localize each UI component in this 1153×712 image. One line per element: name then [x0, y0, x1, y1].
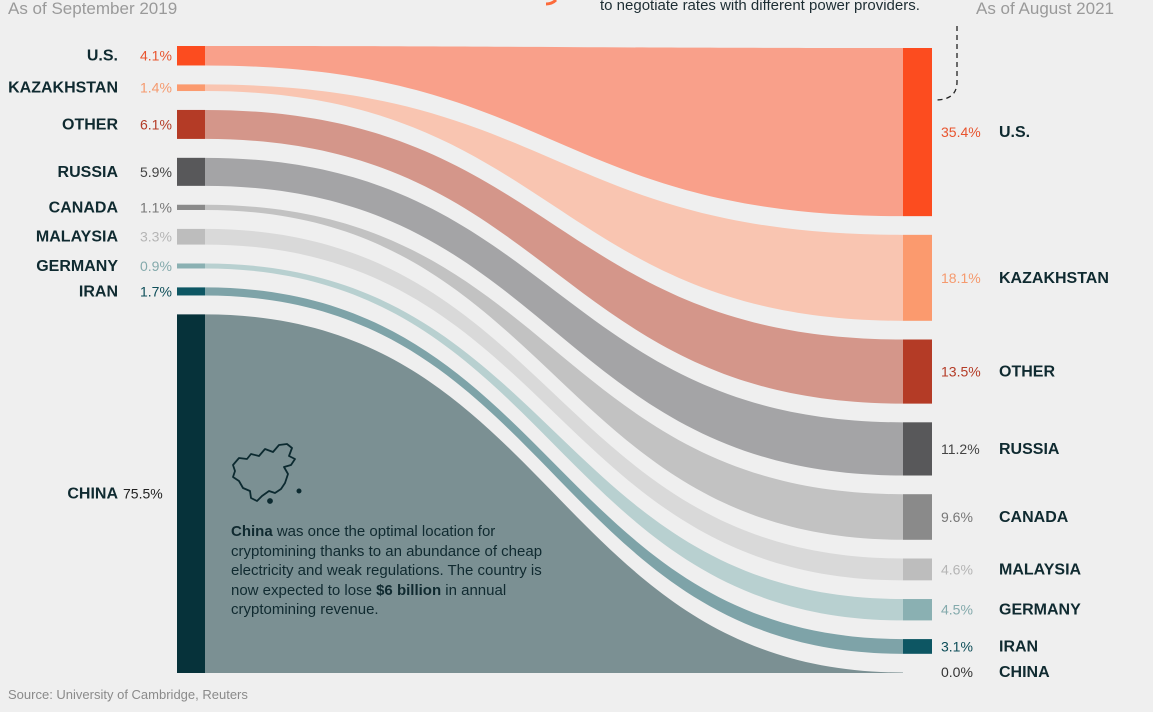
right-label-iran: IRAN: [999, 638, 1038, 655]
source-note: Source: University of Cambridge, Reuters: [8, 687, 248, 702]
annotation-leader-line: [934, 26, 958, 101]
right-bar-russia: [903, 422, 932, 476]
right-value-germany: 4.5%: [941, 602, 973, 618]
left-value-russia: 5.9%: [140, 164, 172, 180]
note-text-2: in annual cryptomining revenue.: [231, 581, 507, 619]
flow-germany: [205, 263, 903, 621]
left-bar-germany: [177, 263, 205, 269]
left-value-iran: 1.7%: [140, 283, 172, 299]
right-label-other: OTHER: [999, 364, 1055, 381]
right-bar-iran: [903, 639, 932, 654]
left-value-malaysia: 3.3%: [140, 229, 172, 245]
left-value-canada: 1.1%: [140, 199, 172, 215]
right-value-other: 13.5%: [941, 364, 981, 380]
flow-canada: [205, 204, 903, 540]
annotation-arrow-fragment: [545, 0, 558, 6]
left-label-germany: GERMANY: [36, 258, 118, 275]
right-label-canada: CANADA: [999, 509, 1069, 526]
note-bold-amount: $6 billion: [376, 581, 442, 599]
left-value-china: 75.5%: [123, 486, 163, 502]
right-label-us: U.S.: [999, 124, 1030, 141]
right-bar-other: [903, 339, 932, 404]
right-value-iran: 3.1%: [941, 638, 973, 654]
left-date-label: As of September 2019: [8, 0, 178, 18]
right-label-china: CHINA: [999, 664, 1050, 681]
right-value-us: 35.4%: [941, 124, 981, 140]
note-text-1: was once the optimal location for crypto…: [231, 523, 543, 599]
right-bar-us: [903, 48, 932, 217]
flow-other: [205, 109, 903, 404]
flow-iran: [205, 287, 903, 654]
right-label-kazakhstan: KAZAKHSTAN: [999, 270, 1109, 287]
annotation-text: to negotiate rates with different power …: [600, 0, 920, 14]
flow-russia: [205, 157, 903, 476]
left-bar-canada: [177, 204, 205, 210]
left-label-us: U.S.: [87, 48, 118, 65]
right-label-germany: GERMANY: [999, 602, 1081, 619]
right-value-china: 0.0%: [941, 664, 973, 680]
left-label-kazakhstan: KAZAKHSTAN: [8, 80, 118, 97]
left-value-other: 6.1%: [140, 116, 172, 132]
right-value-malaysia: 4.6%: [941, 561, 973, 577]
left-bar-other: [177, 109, 205, 139]
left-label-canada: CANADA: [49, 199, 119, 216]
right-bar-canada: [903, 494, 932, 540]
flow-malaysia: [205, 228, 903, 581]
left-value-germany: 0.9%: [140, 258, 172, 274]
left-label-iran: IRAN: [79, 283, 118, 300]
note-bold-china: China: [231, 523, 273, 540]
left-label-russia: RUSSIA: [58, 164, 119, 181]
right-bar-kazakhstan: [903, 234, 932, 321]
left-label-china: CHINA: [67, 486, 118, 503]
left-bar-malaysia: [177, 228, 205, 245]
left-label-other: OTHER: [62, 116, 118, 133]
china-annotation: China was once the optimal location for …: [231, 522, 561, 620]
flow-china: [205, 314, 903, 673]
left-value-kazakhstan: 1.4%: [140, 80, 172, 96]
right-label-malaysia: MALAYSIA: [999, 561, 1082, 578]
flow-us: [205, 46, 903, 217]
left-bar-iran: [177, 287, 205, 296]
china-map-icon: [232, 443, 302, 504]
right-value-canada: 9.6%: [941, 509, 973, 525]
left-bar-us: [177, 46, 205, 66]
left-bar-kazakhstan: [177, 84, 205, 92]
right-bar-germany: [903, 599, 932, 621]
left-label-malaysia: MALAYSIA: [36, 229, 119, 246]
right-label-russia: RUSSIA: [999, 441, 1060, 458]
right-value-russia: 11.2%: [941, 441, 980, 457]
right-bar-malaysia: [903, 558, 932, 581]
left-bar-china: [177, 314, 205, 673]
left-bar-russia: [177, 157, 205, 186]
right-date-label: As of August 2021: [976, 0, 1114, 18]
left-value-us: 4.1%: [140, 48, 172, 64]
right-value-kazakhstan: 18.1%: [941, 270, 981, 286]
flow-kazakhstan: [205, 84, 903, 321]
